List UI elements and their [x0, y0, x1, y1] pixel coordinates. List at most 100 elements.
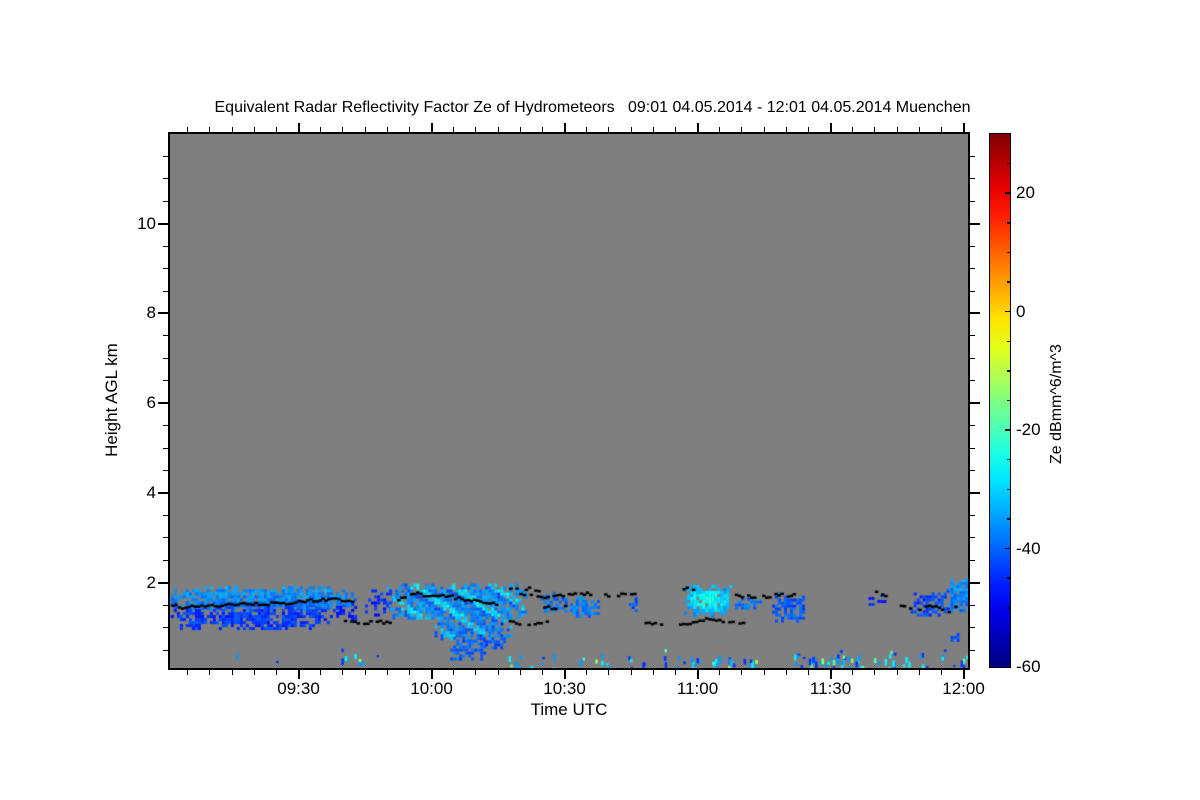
- x-minor-tick: [741, 670, 743, 675]
- y-minor-tick: [163, 514, 168, 516]
- x-minor-tick: [763, 127, 765, 132]
- x-minor-tick: [807, 127, 809, 132]
- x-minor-tick: [586, 670, 588, 675]
- x-major-tick: [297, 123, 300, 132]
- x-major-tick: [297, 670, 300, 679]
- x-minor-tick: [741, 127, 743, 132]
- y-tick-label: 6: [146, 393, 156, 413]
- y-major-tick: [158, 312, 168, 315]
- colorbar-tick-label: -60: [1016, 657, 1041, 676]
- y-minor-tick: [970, 627, 975, 629]
- plot-area: [168, 132, 970, 670]
- x-minor-tick: [541, 127, 543, 132]
- y-minor-tick: [970, 537, 975, 539]
- x-major-tick: [829, 123, 832, 132]
- y-minor-tick: [163, 470, 168, 472]
- x-tick-label: 10:30: [543, 679, 586, 698]
- x-tick-label: 10:00: [410, 679, 453, 698]
- x-major-tick: [563, 123, 566, 132]
- y-minor-tick: [970, 649, 975, 651]
- colorbar-tick-label: 0: [1016, 301, 1026, 321]
- x-tick-label: 12:00: [942, 679, 985, 698]
- y-major-tick: [158, 402, 168, 405]
- x-minor-tick: [918, 127, 920, 132]
- y-major-tick: [970, 581, 980, 584]
- y-major-tick: [158, 222, 168, 225]
- colorbar-minor-tick: [1007, 251, 1011, 254]
- x-major-tick: [962, 123, 965, 132]
- x-minor-tick: [231, 670, 233, 675]
- colorbar-minor-tick: [1007, 222, 1011, 224]
- x-minor-tick: [453, 127, 455, 132]
- y-minor-tick: [970, 559, 975, 561]
- x-minor-tick: [674, 670, 676, 675]
- x-minor-tick: [364, 670, 366, 675]
- x-minor-tick: [940, 127, 942, 132]
- x-minor-tick: [763, 670, 765, 675]
- colorbar-label: Ze dBmm^6/m^3: [1048, 344, 1065, 464]
- x-major-tick: [696, 670, 699, 679]
- colorbar-major-tick: [1004, 192, 1011, 194]
- y-major-tick: [158, 581, 168, 584]
- x-minor-tick: [652, 127, 654, 132]
- x-minor-tick: [807, 670, 809, 675]
- y-minor-tick: [970, 155, 975, 157]
- y-minor-tick: [970, 245, 975, 247]
- x-minor-tick: [187, 670, 189, 675]
- x-minor-tick: [652, 670, 654, 675]
- y-minor-tick: [970, 200, 975, 202]
- colorbar-minor-tick: [1007, 281, 1011, 283]
- y-tick-label: 4: [146, 482, 156, 502]
- x-minor-tick: [209, 127, 211, 132]
- x-minor-tick: [253, 670, 255, 675]
- colorbar-minor-tick: [1007, 370, 1011, 372]
- colorbar-minor-tick: [1007, 458, 1011, 461]
- colorbar-minor-tick: [1007, 636, 1011, 639]
- y-minor-tick: [163, 537, 168, 539]
- x-minor-tick: [874, 670, 876, 675]
- colorbar-tick-label: -20: [1016, 420, 1041, 440]
- colorbar-minor-tick: [1007, 488, 1011, 491]
- y-minor-tick: [163, 357, 168, 359]
- x-minor-tick: [209, 670, 211, 675]
- y-major-tick: [970, 402, 980, 405]
- colorbar-tick-label: -40: [1016, 538, 1041, 558]
- x-minor-tick: [630, 670, 632, 675]
- y-minor-tick: [163, 290, 168, 292]
- radar-heatmap-canvas: [170, 134, 968, 668]
- x-axis-label: Time UTC: [530, 700, 608, 719]
- x-minor-tick: [896, 127, 898, 132]
- y-major-tick: [970, 312, 980, 315]
- x-minor-tick: [342, 670, 344, 675]
- colorbar-minor-tick: [1007, 607, 1011, 609]
- y-minor-tick: [163, 245, 168, 247]
- y-minor-tick: [970, 357, 975, 359]
- colorbar-major-tick: [1004, 547, 1011, 550]
- y-minor-tick: [163, 380, 168, 382]
- y-minor-tick: [163, 178, 168, 180]
- x-minor-tick: [719, 670, 721, 675]
- y-minor-tick: [163, 649, 168, 651]
- y-minor-tick: [970, 290, 975, 292]
- x-minor-tick: [918, 670, 920, 675]
- x-minor-tick: [541, 670, 543, 675]
- x-minor-tick: [187, 127, 189, 132]
- chart-title: Equivalent Radar Reflectivity Factor Ze …: [214, 99, 971, 116]
- y-minor-tick: [970, 470, 975, 472]
- colorbar-major-tick: [1004, 429, 1011, 431]
- x-minor-tick: [231, 127, 233, 132]
- x-major-tick: [430, 670, 433, 679]
- x-minor-tick: [608, 670, 610, 675]
- colorbar-minor-tick: [1007, 340, 1011, 343]
- x-minor-tick: [408, 670, 410, 675]
- x-minor-tick: [386, 670, 388, 675]
- x-major-tick: [563, 670, 566, 679]
- y-minor-tick: [163, 425, 168, 427]
- x-minor-tick: [630, 127, 632, 132]
- x-minor-tick: [940, 670, 942, 675]
- x-minor-tick: [674, 127, 676, 132]
- colorbar-minor-tick: [1007, 399, 1011, 402]
- colorbar-minor-tick: [1007, 577, 1011, 579]
- y-minor-tick: [970, 425, 975, 427]
